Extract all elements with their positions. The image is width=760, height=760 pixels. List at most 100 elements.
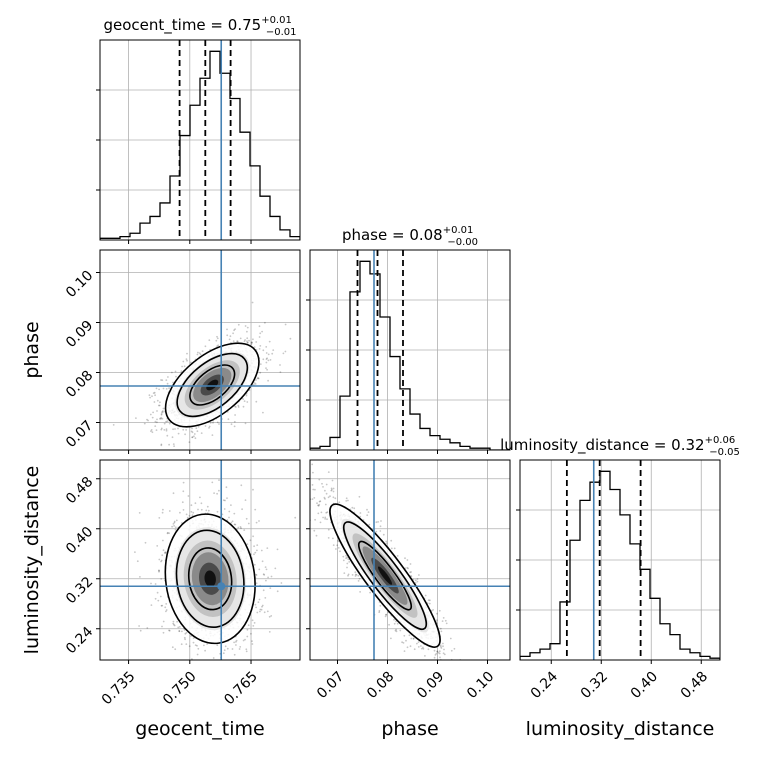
sample-point [416,642,418,645]
sample-point [453,647,456,650]
sample-point [245,394,248,397]
sample-point [157,404,160,407]
sample-point [345,554,347,557]
sample-point [343,572,346,574]
sample-point [379,604,382,607]
sample-point [162,620,165,623]
sample-point [174,648,177,651]
sample-point [165,428,168,430]
sample-point [183,636,186,639]
contour-line [176,352,249,418]
sample-point [272,349,275,351]
sample-point [267,353,270,356]
sample-point [139,629,142,632]
sample-point [268,615,271,618]
sample-point [180,643,183,646]
sample-point [449,637,452,640]
sample-point [258,325,261,328]
sample-point [276,590,279,593]
sample-point [259,610,261,613]
sample-point [234,523,237,526]
sample-point [192,637,195,639]
sample-point [332,487,335,490]
sample-point [418,574,420,576]
contour-line [164,513,256,645]
contour-line [187,547,233,611]
sample-point [246,628,249,631]
sample-point [265,358,268,360]
sample-point [166,434,169,437]
sample-point [182,360,185,363]
sample-point [315,534,318,537]
sample-point [208,339,211,342]
sample-point [336,544,339,547]
sample-point [218,423,220,425]
sample-point [168,629,170,632]
sample-point [162,411,164,413]
sample-point [385,613,387,616]
y-axis-label-luminosity_distance: luminosity_distance [21,466,43,655]
sample-point [226,328,228,331]
sample-point [182,509,185,511]
sample-point [150,582,152,585]
sample-point [417,641,420,643]
panel-hist-luminosity_distance: luminosity_distance = 0.32+0.06 −0.05 [500,435,740,664]
sample-point [196,653,199,656]
sample-point [358,577,361,580]
sample-point [161,379,164,382]
sample-point [377,521,379,523]
sample-point [191,431,194,434]
title-phase: phase = 0.08+0.01 −0.00 [342,225,478,248]
sample-point [161,411,163,414]
sample-point [267,379,269,382]
sample-point [154,597,157,600]
sample-point [197,425,200,428]
sample-point [256,377,259,380]
sample-point [172,622,175,625]
sample-point [204,425,207,427]
hist-step-luminosity_distance [520,470,720,660]
sample-point [330,487,333,490]
panel-hist-phase: phase = 0.08+0.01 −0.00 [306,225,511,454]
sample-point [178,630,181,632]
sample-point [232,340,235,342]
sample-point [190,430,193,433]
truth-marker [217,582,226,591]
sample-point [242,398,245,400]
sample-point [165,610,167,613]
sample-point [200,432,203,434]
sample-point [201,350,204,353]
sample-point [192,641,195,644]
sample-point [259,608,262,611]
sample-point [237,404,240,407]
sample-point [156,545,159,547]
sample-point [380,520,382,522]
sample-point [375,521,378,524]
sample-point [193,433,196,435]
sample-point [233,420,236,423]
sample-point [255,582,258,585]
sample-point [158,569,160,572]
sample-point [348,561,351,563]
sample-point [161,511,164,514]
sample-point [439,656,441,659]
sample-point [442,645,444,648]
density-fill [204,570,216,587]
sample-point [153,401,156,403]
sample-point [346,556,349,559]
sample-point [255,573,257,576]
sample-point [314,488,316,491]
sample-point [252,535,255,538]
sample-point [197,508,199,511]
sample-point [211,481,214,484]
sample-point [146,418,148,421]
sample-point [240,527,242,530]
sample-point [223,508,226,510]
x-tick-label: 0.32 [578,669,611,702]
sample-point [218,489,220,492]
sample-point [443,653,446,656]
sample-point [327,528,330,531]
sample-point [215,339,218,342]
sample-point [207,509,210,512]
sample-point [388,623,390,626]
